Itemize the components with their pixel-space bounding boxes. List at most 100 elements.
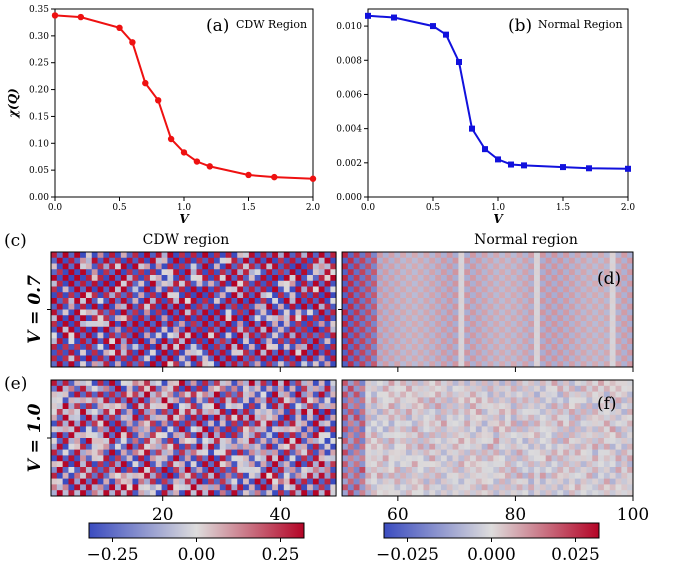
heat-cell: [51, 472, 58, 479]
heat-cell: [563, 420, 570, 427]
heat-cell: [318, 461, 325, 468]
heat-cell: [277, 380, 285, 387]
heat-cell: [272, 455, 279, 462]
heat-cell: [91, 403, 98, 410]
heat-cell: [213, 349, 221, 356]
heat-cell: [219, 263, 226, 270]
heat-cell: [80, 426, 87, 433]
heat-cell: [190, 309, 197, 316]
heat-cell: [190, 332, 197, 339]
heat-cell: [254, 321, 261, 328]
heat-cell: [213, 338, 221, 345]
heat-cell: [283, 252, 290, 259]
heat-cell: [330, 269, 337, 276]
heat-cell: [499, 286, 506, 293]
heat-cell: [62, 275, 69, 282]
heat-cell: [598, 391, 605, 398]
heat-cell: [173, 257, 180, 264]
heat-cell: [190, 355, 197, 362]
heat-cell: [609, 286, 616, 293]
heat-cell: [568, 275, 576, 282]
heat-cell: [563, 461, 570, 468]
heat-cell: [371, 443, 378, 450]
heat-cell: [586, 349, 593, 356]
heat-cell: [446, 426, 453, 433]
heat-cell: [580, 280, 587, 287]
heat-cell: [342, 280, 349, 287]
heat-cell: [312, 426, 320, 433]
heat-cell: [376, 403, 384, 410]
heat-cell: [446, 332, 453, 339]
heat-cell: [388, 443, 395, 450]
heat-cell: [627, 391, 634, 398]
heat-cell: [464, 443, 471, 450]
heat-cell: [440, 315, 448, 322]
heat-cell: [248, 355, 255, 362]
heat-cell: [365, 344, 372, 351]
heat-cell: [219, 403, 226, 410]
heat-cell: [371, 478, 378, 485]
heat-cell: [225, 467, 232, 474]
heat-cell: [91, 286, 98, 293]
heat-cell: [225, 409, 232, 416]
heat-cell: [528, 263, 535, 270]
heat-cell: [295, 286, 302, 293]
heat-cell: [266, 349, 273, 356]
heat-cell: [592, 443, 599, 450]
heat-cell: [347, 355, 354, 362]
heat-cell: [499, 344, 506, 351]
heat-cell: [85, 490, 93, 497]
heat-cell: [347, 257, 354, 264]
heat-cell: [208, 361, 215, 368]
heat-cell: [342, 391, 349, 398]
heat-cell: [446, 385, 453, 392]
heat-cell: [446, 397, 453, 404]
heat-cell: [510, 490, 517, 497]
heat-cell: [493, 397, 500, 404]
heat-cell: [283, 269, 290, 276]
heat-cell: [435, 432, 442, 439]
heat-cell: [499, 420, 506, 427]
heat-cell: [126, 467, 133, 474]
heat-cell: [68, 344, 75, 351]
heat-cell: [202, 286, 209, 293]
heat-cell: [534, 455, 541, 462]
heat-cell: [126, 338, 133, 345]
heat-cell: [289, 269, 296, 276]
heat-cell: [324, 361, 331, 368]
heat-cell: [522, 344, 529, 351]
heat-cell: [97, 338, 104, 345]
heat-cell: [51, 275, 58, 282]
heat-cell: [301, 397, 308, 404]
heat-cell: [243, 349, 250, 356]
heat-cell: [400, 309, 407, 316]
heat-cell: [493, 449, 500, 456]
heat-cell: [452, 269, 459, 276]
heat-cell: [126, 280, 133, 287]
heat-cell: [149, 280, 157, 287]
heat-cell: [179, 438, 186, 445]
heat-cell: [458, 432, 465, 439]
heat-cell: [353, 461, 360, 468]
heat-cell: [260, 326, 267, 333]
heat-cell: [208, 292, 215, 299]
heat-cell: [68, 420, 75, 427]
heat-cell: [353, 315, 360, 322]
heat-cell: [627, 397, 634, 404]
heat-cell: [237, 414, 244, 421]
heat-cell: [51, 269, 58, 276]
data-point: [206, 163, 213, 170]
heat-cell: [307, 455, 314, 462]
heat-cell: [475, 298, 482, 305]
heat-cell: [528, 403, 535, 410]
heat-cell: [295, 257, 302, 264]
heat-cell: [62, 303, 69, 310]
heat-cell: [481, 252, 488, 259]
heat-cell: [179, 286, 186, 293]
heat-cell: [260, 461, 267, 468]
heat-cell: [551, 303, 558, 310]
heat-cell: [272, 414, 279, 421]
heat-cell: [615, 286, 622, 293]
heat-cell: [411, 355, 418, 362]
heat-cell: [56, 275, 63, 282]
